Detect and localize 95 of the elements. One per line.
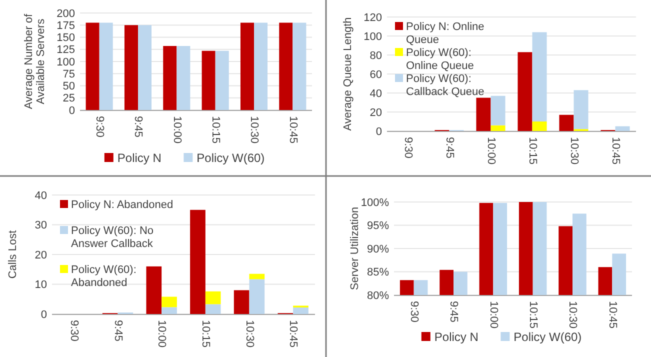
- x-tick-label: 9:30: [408, 301, 420, 322]
- bar: [99, 22, 113, 110]
- bar: [163, 46, 177, 110]
- x-tick-label: 9:30: [402, 137, 414, 158]
- legend-label: Policy W(60): [514, 330, 582, 344]
- x-tick-label: 10:15: [526, 137, 538, 165]
- y-tick-label: 175: [56, 20, 75, 32]
- x-tick-label: 10:45: [606, 301, 618, 329]
- y-axis-title: Average Number of Available Servers: [23, 12, 47, 110]
- bar: [254, 22, 268, 110]
- bar: [279, 22, 293, 110]
- y-tick-label: 100%: [360, 196, 390, 209]
- bar: [240, 22, 254, 110]
- bar: [292, 22, 306, 110]
- y-tick-label: 10: [34, 279, 47, 292]
- y-axis-title: Average Queue Length: [342, 17, 354, 131]
- legend-label: Policy N: [434, 330, 478, 344]
- y-axis-title: Server Utilization: [349, 206, 361, 290]
- y-axis-title: Calls Lost: [7, 230, 19, 279]
- bar: [162, 307, 177, 314]
- x-tick-label: 9:30: [93, 116, 106, 138]
- x-tick-label: 10:30: [568, 137, 580, 165]
- x-tick-label: 10:45: [609, 137, 622, 165]
- x-tick-label: 9:45: [112, 320, 124, 342]
- y-tick-label: 95%: [366, 220, 390, 232]
- x-tick-label: 9:45: [448, 301, 460, 322]
- x-tick-label: 10:30: [566, 301, 579, 329]
- x-tick-label: 10:15: [200, 320, 212, 348]
- bar: [249, 274, 265, 280]
- x-tick-label: 9:45: [443, 137, 456, 158]
- bar: [518, 52, 532, 131]
- x-tick-label: 9:30: [68, 320, 80, 342]
- bar: [490, 96, 506, 126]
- bar: [476, 98, 491, 131]
- y-tick-label: 80: [370, 50, 382, 62]
- y-tick-label: 80%: [366, 290, 390, 302]
- y-tick-label: 0: [68, 104, 75, 117]
- bar: [138, 25, 152, 110]
- x-tick-label: 10:00: [484, 137, 497, 165]
- y-tick-label: 50: [62, 80, 75, 93]
- x-tick-label: 9:45: [132, 116, 144, 138]
- x-tick-label: 10:45: [287, 320, 300, 348]
- bar: [234, 290, 250, 314]
- legend-label: Policy W(60): Callback Queue: [406, 73, 484, 98]
- legend-label: Policy W(60): No Answer Callback: [71, 225, 154, 250]
- y-tick-label: 20: [34, 249, 47, 262]
- x-tick-label: 10:00: [156, 320, 168, 348]
- y-tick-label: 90%: [366, 243, 390, 256]
- bar: [559, 114, 574, 131]
- bar: [162, 296, 177, 308]
- x-tick-label: 10:30: [243, 320, 256, 348]
- bar: [190, 210, 206, 314]
- y-tick-label: 120: [364, 12, 382, 24]
- bar: [574, 90, 588, 130]
- x-tick-label: 10:00: [170, 116, 183, 144]
- bar: [532, 32, 547, 122]
- legend-label: Policy N: [117, 151, 162, 165]
- y-tick-label: 0: [376, 126, 382, 138]
- y-tick-label: 100: [364, 30, 382, 43]
- y-tick-label: 75: [62, 68, 75, 80]
- bar: [293, 307, 308, 314]
- y-tick-label: 25: [62, 92, 75, 105]
- x-tick-label: 10:30: [248, 116, 260, 144]
- bar: [532, 122, 547, 131]
- y-tick-label: 0: [40, 308, 47, 321]
- bar: [176, 46, 190, 110]
- bar: [86, 22, 100, 110]
- bar: [205, 291, 221, 304]
- bar: [249, 279, 265, 314]
- bar: [215, 50, 229, 110]
- legend-label: Policy W(60): Online Queue: [406, 47, 474, 72]
- y-tick-label: 40: [370, 88, 382, 100]
- y-tick-label: 150: [56, 32, 75, 44]
- bar: [202, 50, 216, 110]
- legend-label: Policy W(60): [196, 151, 265, 165]
- y-tick-label: 125: [56, 44, 75, 56]
- legend-label: Policy W(60): Abandoned: [71, 264, 136, 289]
- bar: [205, 304, 221, 314]
- y-tick-label: 20: [370, 106, 382, 119]
- x-tick-label: 10:45: [286, 116, 299, 144]
- y-tick-label: 30: [34, 220, 47, 232]
- y-tick-label: 85%: [366, 266, 390, 279]
- legend-label: Policy N: Online Queue: [406, 21, 484, 46]
- legend-label: Policy N: Abandoned: [71, 199, 174, 211]
- x-tick-label: 10:00: [487, 301, 500, 329]
- y-tick-label: 60: [370, 68, 382, 81]
- bar: [124, 25, 138, 110]
- y-tick-label: 100: [56, 56, 75, 68]
- bar: [490, 125, 506, 131]
- y-tick-label: 40: [34, 190, 47, 202]
- bar: [146, 266, 162, 314]
- x-tick-label: 10:15: [209, 116, 222, 144]
- bar: [615, 126, 630, 131]
- y-tick-label: 200: [56, 8, 75, 20]
- x-tick-label: 10:15: [526, 301, 539, 329]
